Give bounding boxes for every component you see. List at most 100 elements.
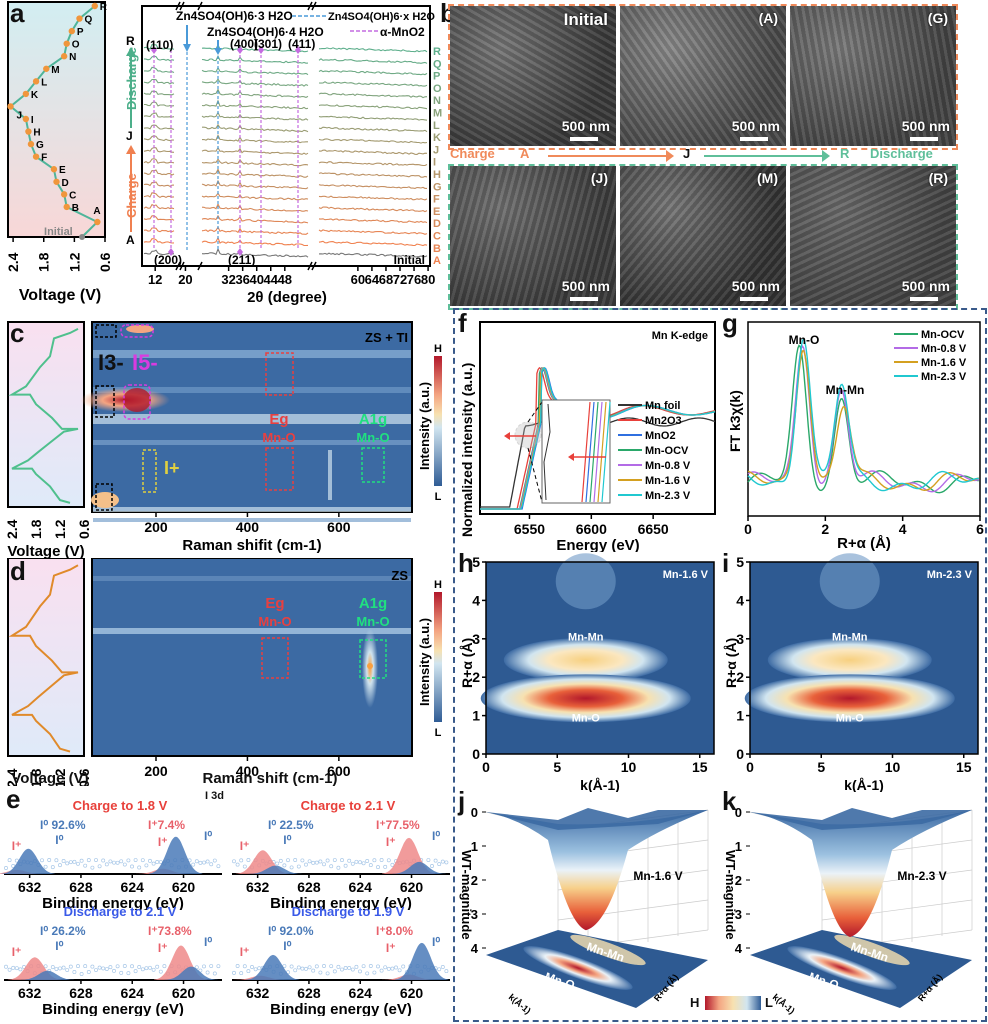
- xps-data-point: [314, 964, 319, 969]
- xas-frame: [453, 308, 987, 1022]
- xps-data-point: [137, 865, 142, 870]
- curve-label-Q: Q: [433, 58, 442, 70]
- xps-data-point: [68, 964, 73, 969]
- xps-data-point: [314, 860, 319, 865]
- xps-data-point: [54, 967, 59, 971]
- 3d-surface-top: [486, 808, 708, 830]
- label-a1g-sub: Mn-O: [356, 430, 389, 445]
- xps-data-point: [311, 968, 316, 973]
- xps-data-point: [253, 967, 258, 972]
- discharge-direction-arrow: [704, 155, 824, 157]
- xps-data-point: [358, 969, 362, 974]
- point-N: [60, 53, 68, 60]
- wt-xtick-label-5: 5: [553, 759, 561, 775]
- point-D: [53, 178, 60, 185]
- peak-label-iplus-2: I⁺: [158, 835, 168, 849]
- panel-letter-d: d: [10, 556, 26, 586]
- wt-label-mnmn: Mn-Mn: [568, 632, 604, 644]
- inset-curve-Mn-1.6 V: [597, 401, 607, 503]
- core-level-label: I 3d: [205, 790, 224, 802]
- xps-data-point: [122, 964, 127, 968]
- voltage-tick-2.4: 2.4: [4, 768, 20, 786]
- scale-bar: [740, 297, 768, 301]
- xps-data-point: [90, 865, 95, 870]
- 3d-k-label: k(Å-1): [507, 992, 533, 1016]
- xps-data-point: [61, 859, 66, 863]
- legend-zso4: Zn4SO4(OH)6·4 H2O: [207, 25, 324, 39]
- xrd-curve-P-seg1: [201, 66, 309, 76]
- z-tick-label-4: 4: [735, 941, 743, 956]
- xps-data-point: [7, 967, 12, 972]
- charge-arrow-head: [126, 145, 136, 154]
- tick-label-1.8: 1.8: [36, 252, 52, 272]
- xps-data-point: [76, 861, 80, 866]
- z-axis-label: WT-magnitude: [723, 850, 738, 940]
- xps-title: Charge to 2.1 V: [301, 800, 396, 813]
- xps-data-point: [282, 964, 287, 968]
- i0-peak-3d32: [1, 848, 56, 874]
- scale-bar-label: 500 nm: [561, 118, 610, 134]
- g-tick-label-6: 6: [976, 521, 984, 537]
- xps-tick-label: 632: [246, 879, 270, 895]
- xps-data-point: [202, 860, 206, 865]
- panel-i-chart: Mn-2.3 V Mn-Mn Mn-O 0 1 2 3 4 5 0 5 10 15 k(Å-1) R+α (…: [723, 553, 979, 793]
- xrd-tick-label-44: 44: [264, 272, 279, 287]
- xps-data-point: [354, 859, 359, 864]
- label-D: D: [62, 178, 69, 189]
- peak-label-mnmn: Mn-Mn: [826, 383, 865, 397]
- xps-data-point: [372, 970, 377, 975]
- 3d-tag: Mn-2.3 V: [897, 869, 946, 883]
- xps-data-point: [205, 970, 210, 975]
- xrd-curve-Q-seg0: [143, 55, 175, 62]
- mno2-ref-marker: [258, 46, 264, 54]
- peak-211: (211): [228, 253, 255, 267]
- label-initial: Initial: [44, 226, 73, 238]
- wt-ytick-label-3: 3: [736, 631, 744, 647]
- xps-data-point: [50, 865, 55, 870]
- i0-peak-3d32: [248, 865, 303, 874]
- 3d-surface: [750, 810, 972, 937]
- xps-data-point: [296, 965, 301, 970]
- label-I: I: [31, 115, 34, 126]
- sem-label-A: (A): [758, 10, 778, 26]
- xps-data-point: [379, 968, 384, 973]
- xrd-curve-B-seg2: [318, 229, 428, 235]
- xps-data-point: [72, 970, 77, 974]
- xrd-curve-F-seg1: [201, 179, 309, 190]
- xrd-tick-label-48: 48: [278, 272, 292, 287]
- wt-xtick-label-10: 10: [621, 759, 637, 775]
- xps-tick-label: 620: [172, 879, 196, 895]
- xrd-curve-M-seg1: [201, 99, 309, 110]
- xps-data-point: [383, 965, 388, 970]
- floor-peak-mno: [787, 946, 897, 990]
- xrd-frame: [141, 5, 431, 267]
- label-H: H: [33, 128, 40, 139]
- xps-data-point: [137, 965, 142, 969]
- xps-data-point: [205, 859, 210, 864]
- wt-xtick-label-0: 0: [482, 759, 490, 775]
- xrd-chart: 12 20 32 36 40 44 48 60 64 68 72 76 80 Zn4SO4(OH)6·3…: [124, 1, 442, 306]
- xps-title: Discharge to 2.1 V: [64, 906, 177, 919]
- peak-label-iplus: I⁺: [240, 839, 250, 853]
- wt-ytick-label-3: 3: [472, 631, 480, 647]
- label-C: C: [69, 190, 76, 201]
- raman-band: [93, 387, 411, 393]
- xps-data-point: [101, 966, 106, 971]
- legend-label-Mn-1.6 V: Mn-1.6 V: [645, 475, 691, 487]
- panel-letter-h: h: [458, 548, 474, 578]
- peak-label-iplus-2: I⁺: [386, 835, 396, 849]
- wt-tag: Mn-1.6 V: [663, 569, 709, 581]
- legend-label-Mn2O3: Mn2O3: [645, 415, 682, 427]
- z-tick-label-3: 3: [735, 907, 742, 922]
- xps-data-point: [340, 967, 344, 972]
- panel-d-voltage-curve: [8, 564, 79, 753]
- panel-letter-g: g: [722, 308, 738, 338]
- xrd-curve-I-seg1: [201, 146, 309, 155]
- raman-tick-label-200: 200: [144, 763, 168, 779]
- xps-data-point: [11, 965, 16, 970]
- curve-label-D: D: [433, 218, 441, 230]
- voltage-tick-0.6: 0.6: [76, 768, 92, 786]
- xps-data-point: [322, 862, 326, 867]
- xrd-xlabel: 2θ (degree): [247, 289, 327, 305]
